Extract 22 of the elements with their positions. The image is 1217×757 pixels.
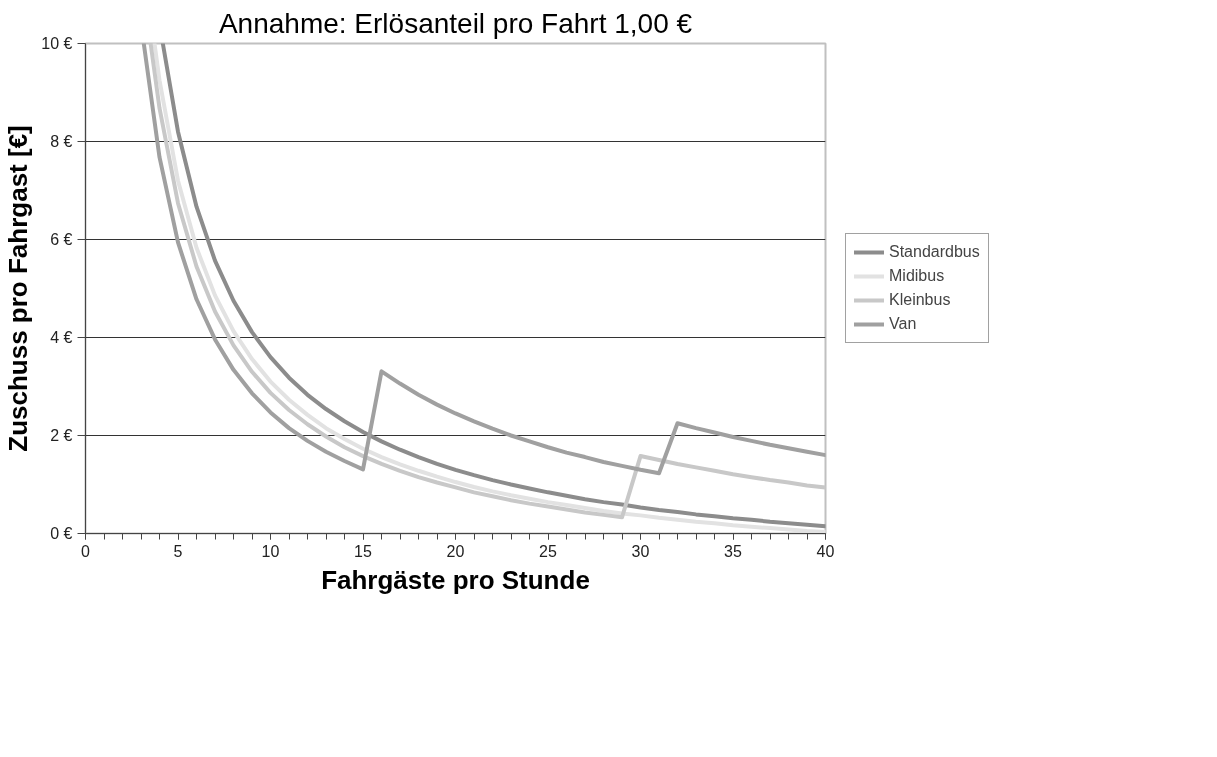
legend-label: Van <box>889 315 917 333</box>
x-tick-label: 40 <box>816 542 835 560</box>
y-tick-label: 0 € <box>50 525 73 542</box>
x-tick-label: 5 <box>173 542 183 560</box>
x-tick-label: 20 <box>446 542 465 560</box>
x-tick-label: 15 <box>354 542 372 560</box>
y-tick-label: 10 € <box>41 35 73 52</box>
chart-title: Annahme: Erlösanteil pro Fahrt 1,00 € <box>218 7 693 39</box>
x-tick-label: 30 <box>631 542 650 560</box>
y-tick-label: 2 € <box>50 427 73 444</box>
legend-label: Kleinbus <box>889 291 951 309</box>
x-tick-label: 35 <box>724 542 742 560</box>
y-tick-label: 6 € <box>50 231 73 248</box>
x-tick-label: 0 <box>81 542 91 560</box>
x-tick-label: 25 <box>539 542 557 560</box>
y-axis-title: Zuschuss pro Fahrgast [€] <box>3 125 34 452</box>
legend-label: Standardbus <box>889 243 980 261</box>
x-tick-label: 10 <box>261 542 280 560</box>
x-axis-title: Fahrgäste pro Stunde <box>321 564 590 595</box>
y-tick-label: 8 € <box>50 133 73 150</box>
y-tick-label: 4 € <box>50 329 73 346</box>
legend-label: Midibus <box>889 267 945 285</box>
